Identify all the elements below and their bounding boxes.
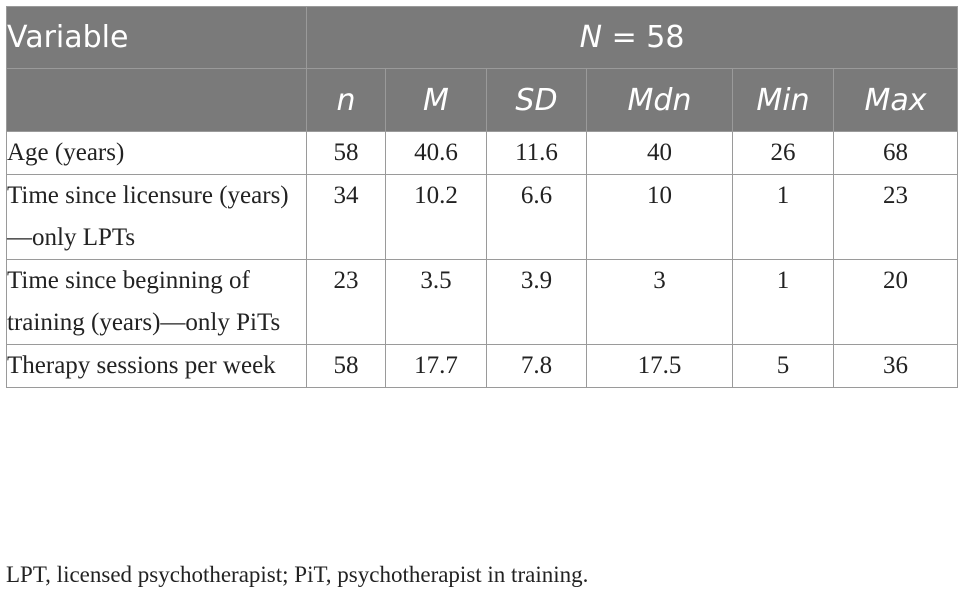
header-row-top: Variable N = 58 (6, 6, 958, 69)
col-header-m: M (385, 68, 487, 132)
cell-n: 58 (306, 131, 386, 175)
cell-mdn: 40 (586, 131, 733, 175)
cell-sd: 7.8 (486, 344, 587, 388)
cell-mdn: 10 (586, 174, 733, 260)
cell-m: 10.2 (385, 174, 487, 260)
col-header-min: Min (732, 68, 834, 132)
sample-size-header: N = 58 (306, 6, 958, 69)
col-header-n: n (306, 68, 386, 132)
cell-sd: 11.6 (486, 131, 587, 175)
cell-m: 40.6 (385, 131, 487, 175)
cell-n: 58 (306, 344, 386, 388)
table-row: Therapy sessions per week 58 17.7 7.8 17… (6, 344, 958, 388)
cell-n: 23 (306, 259, 386, 345)
cell-m: 17.7 (385, 344, 487, 388)
cell-max: 36 (833, 344, 958, 388)
table-row: Time since licensure (years)—only LPTs 3… (6, 174, 958, 260)
cell-max: 23 (833, 174, 958, 260)
cell-mdn: 17.5 (586, 344, 733, 388)
cell-min: 1 (732, 174, 834, 260)
cell-max: 20 (833, 259, 958, 345)
row-label: Time since licensure (years)—only LPTs (6, 174, 307, 260)
cell-sd: 3.9 (486, 259, 587, 345)
cell-min: 5 (732, 344, 834, 388)
descriptive-statistics-table: Variable N = 58 n M SD Mdn Min Max Age (… (6, 6, 958, 388)
cell-max: 68 (833, 131, 958, 175)
col-header-mdn: Mdn (586, 68, 733, 132)
cell-mdn: 3 (586, 259, 733, 345)
variable-header: Variable (6, 6, 307, 69)
row-label: Therapy sessions per week (6, 344, 307, 388)
cell-min: 1 (732, 259, 834, 345)
row-label: Time since beginning of training (years)… (6, 259, 307, 345)
cell-min: 26 (732, 131, 834, 175)
cell-n: 34 (306, 174, 386, 260)
blank-header-cell (6, 68, 307, 132)
table-footnote: LPT, licensed psychotherapist; PiT, psyc… (6, 562, 589, 587)
cell-sd: 6.6 (486, 174, 587, 260)
table-row: Age (years) 58 40.6 11.6 40 26 68 (6, 131, 958, 175)
col-header-max: Max (833, 68, 958, 132)
col-header-sd: SD (486, 68, 587, 132)
table-row: Time since beginning of training (years)… (6, 259, 958, 345)
header-row-columns: n M SD Mdn Min Max (6, 68, 958, 132)
row-label: Age (years) (6, 131, 307, 175)
cell-m: 3.5 (385, 259, 487, 345)
